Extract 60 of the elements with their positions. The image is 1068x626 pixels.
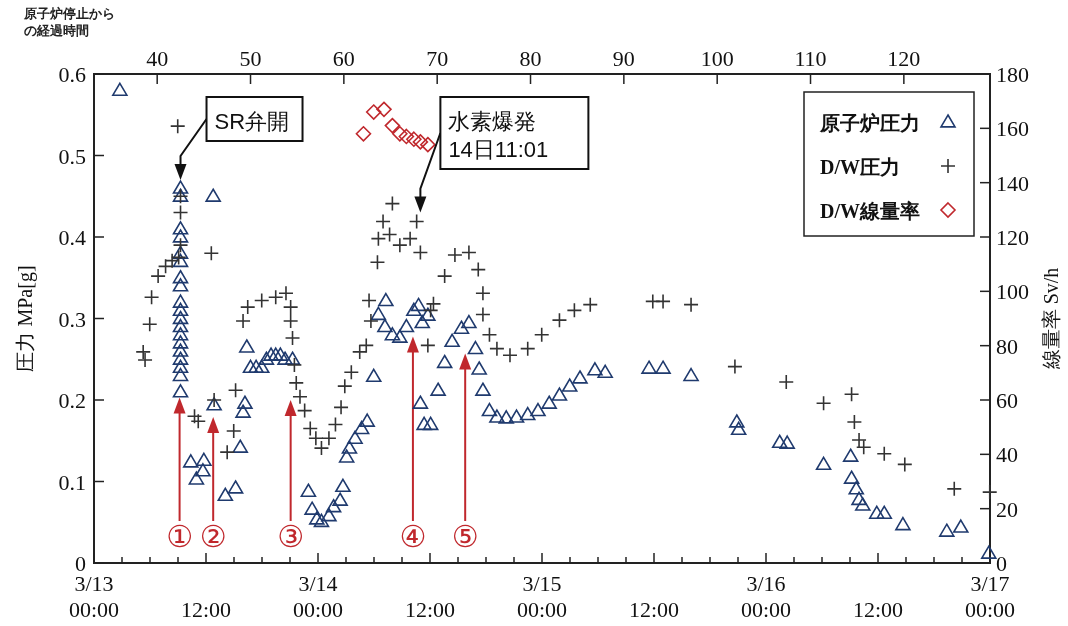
legend-label: 原子炉圧力 [819,112,920,134]
annotation: ① [166,397,194,554]
point [355,125,372,142]
y2-tick-label: 140 [996,170,1029,196]
y2-tick-label: 40 [996,442,1018,468]
x2-tick-label: 3/14 00:00 [292,571,344,622]
point [392,125,408,142]
annotation: 水素爆発 14日11:01 [448,109,549,162]
point [384,117,401,134]
y2-tick-label: 180 [996,62,1029,87]
y2-axis-title: 線量率 Sv/h [1040,267,1062,371]
x-axis-title: 原子炉停止からの経過時間 [23,6,115,38]
annotation: SR弁開 [214,109,290,134]
x2-tick-label: 12:00 [404,597,456,622]
point [365,104,382,120]
x-tick-label: 40 [146,46,169,71]
annotation: ② [199,417,227,554]
annotation: ② [199,519,227,554]
point [406,131,422,147]
point [420,136,436,153]
x2-tick-label: 3/16 00:00 [740,571,792,622]
annotation: ⑤ [451,519,479,554]
point [398,128,415,145]
annotation: ⑤ [451,353,479,554]
y2-tick-label: 20 [996,496,1018,522]
y-tick-label: 0.3 [58,306,86,332]
annotation: ④ [399,336,427,554]
x2-tick-label: 3/15 00:00 [516,571,568,622]
y2-tick-label: 100 [996,279,1029,305]
annotation: ③ [277,400,305,554]
y-tick-label: 0.1 [58,469,86,495]
x-tick-label: 80 [519,46,542,71]
annotation: 水素爆発 14日11:01 [414,96,590,213]
y-tick-label: 0.4 [58,225,86,250]
x-tick-label: 110 [794,46,827,71]
point [412,134,429,150]
y-tick-label: 0.6 [58,62,86,87]
x2-tick-label: 12:00 [852,597,904,622]
y2-tick-label: 120 [996,225,1029,250]
x-tick-label: 120 [887,46,921,71]
x-tick-label: 50 [239,46,262,71]
x-tick-label: 60 [332,46,355,71]
x2-tick-label: 12:00 [628,597,680,622]
y2-tick-label: 80 [996,333,1018,359]
legend-label: D/W線量率 [820,200,920,222]
x-tick-label: 70 [426,46,449,71]
y-tick-label: 0.5 [58,143,86,169]
y-tick-label: 0.2 [58,388,86,413]
x-tick-label: 100 [700,46,734,71]
annotation: ③ [277,519,305,554]
annotation: ④ [399,519,427,554]
x-tick-label: 90 [612,46,635,71]
y-axis-title: 圧力 MPa[g] [14,265,37,372]
point [376,101,392,118]
legend-label: D/W圧力 [820,156,900,178]
x2-tick-label: 12:00 [180,597,232,622]
annotation: ① [166,519,194,554]
y2-tick-label: 60 [996,388,1018,413]
y2-tick-label: 160 [996,116,1029,142]
annotation: SR弁開 [174,96,304,180]
